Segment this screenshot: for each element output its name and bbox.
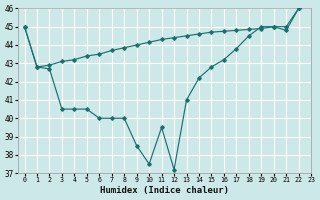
X-axis label: Humidex (Indice chaleur): Humidex (Indice chaleur) [100, 186, 229, 195]
